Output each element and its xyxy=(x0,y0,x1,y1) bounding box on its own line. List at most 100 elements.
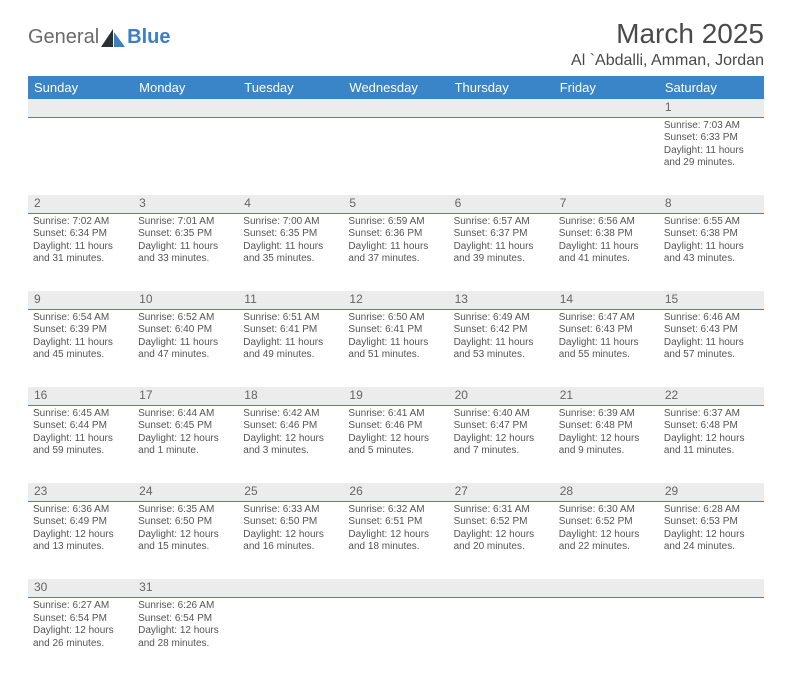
day-cell: Sunrise: 6:30 AMSunset: 6:52 PMDaylight:… xyxy=(554,501,659,579)
sunset-text: Sunset: 6:54 PM xyxy=(33,613,128,626)
day-cell: Sunrise: 6:41 AMSunset: 6:46 PMDaylight:… xyxy=(343,405,448,483)
sunrise-text: Sunrise: 7:00 AM xyxy=(243,216,338,229)
day-number xyxy=(449,99,554,117)
day-cell: Sunrise: 6:45 AMSunset: 6:44 PMDaylight:… xyxy=(28,405,133,483)
daylight-text: Daylight: 12 hours xyxy=(33,529,128,542)
daylight-text: Daylight: 12 hours xyxy=(33,625,128,638)
daylight-text: and 49 minutes. xyxy=(243,349,338,362)
day-number: 11 xyxy=(238,291,343,309)
daylight-text: Daylight: 12 hours xyxy=(348,529,443,542)
sunset-text: Sunset: 6:36 PM xyxy=(348,228,443,241)
day-cell: Sunrise: 6:37 AMSunset: 6:48 PMDaylight:… xyxy=(659,405,764,483)
day-number: 12 xyxy=(343,291,448,309)
day-number: 3 xyxy=(133,195,238,213)
sunrise-text: Sunrise: 6:33 AM xyxy=(243,504,338,517)
daylight-text: and 41 minutes. xyxy=(559,253,654,266)
day-cell xyxy=(343,117,448,195)
sunrise-text: Sunrise: 6:28 AM xyxy=(664,504,759,517)
sunrise-text: Sunrise: 6:49 AM xyxy=(454,312,549,325)
sunrise-text: Sunrise: 7:01 AM xyxy=(138,216,233,229)
sunrise-text: Sunrise: 7:03 AM xyxy=(664,120,759,133)
daynum-row: 1 xyxy=(28,99,764,117)
day-cell: Sunrise: 6:28 AMSunset: 6:53 PMDaylight:… xyxy=(659,501,764,579)
weekday-header: Sunday xyxy=(28,76,133,99)
sunrise-text: Sunrise: 6:39 AM xyxy=(559,408,654,421)
sunset-text: Sunset: 6:52 PM xyxy=(559,516,654,529)
daylight-text: and 47 minutes. xyxy=(138,349,233,362)
day-number: 17 xyxy=(133,387,238,405)
day-cell: Sunrise: 6:55 AMSunset: 6:38 PMDaylight:… xyxy=(659,213,764,291)
sunrise-text: Sunrise: 6:26 AM xyxy=(138,600,233,613)
day-cell: Sunrise: 6:54 AMSunset: 6:39 PMDaylight:… xyxy=(28,309,133,387)
header: General Blue March 2025 Al `Abdalli, Amm… xyxy=(28,18,764,70)
day-cell: Sunrise: 6:26 AMSunset: 6:54 PMDaylight:… xyxy=(133,598,238,676)
day-cell: Sunrise: 6:49 AMSunset: 6:42 PMDaylight:… xyxy=(449,309,554,387)
sunset-text: Sunset: 6:50 PM xyxy=(243,516,338,529)
sunset-text: Sunset: 6:49 PM xyxy=(33,516,128,529)
daylight-text: Daylight: 11 hours xyxy=(348,241,443,254)
day-cell xyxy=(554,598,659,676)
day-number: 29 xyxy=(659,483,764,501)
day-number xyxy=(238,579,343,597)
sunset-text: Sunset: 6:33 PM xyxy=(664,132,759,145)
sunrise-text: Sunrise: 6:52 AM xyxy=(138,312,233,325)
daylight-text: and 9 minutes. xyxy=(559,445,654,458)
daylight-text: Daylight: 12 hours xyxy=(454,433,549,446)
day-number: 7 xyxy=(554,195,659,213)
daylight-text: and 43 minutes. xyxy=(664,253,759,266)
daynum-row: 9101112131415 xyxy=(28,291,764,309)
day-number xyxy=(343,99,448,117)
daylight-text: Daylight: 12 hours xyxy=(664,529,759,542)
sunrise-text: Sunrise: 6:54 AM xyxy=(33,312,128,325)
sunrise-text: Sunrise: 6:36 AM xyxy=(33,504,128,517)
sunset-text: Sunset: 6:38 PM xyxy=(664,228,759,241)
day-cell xyxy=(28,117,133,195)
day-cell: Sunrise: 6:27 AMSunset: 6:54 PMDaylight:… xyxy=(28,598,133,676)
weekday-header: Saturday xyxy=(659,76,764,99)
day-cell: Sunrise: 6:32 AMSunset: 6:51 PMDaylight:… xyxy=(343,501,448,579)
day-number: 26 xyxy=(343,483,448,501)
day-number xyxy=(449,579,554,597)
daylight-text: and 20 minutes. xyxy=(454,541,549,554)
sunset-text: Sunset: 6:39 PM xyxy=(33,324,128,337)
sunset-text: Sunset: 6:41 PM xyxy=(243,324,338,337)
title-block: March 2025 Al `Abdalli, Amman, Jordan xyxy=(571,18,764,70)
sunrise-text: Sunrise: 6:57 AM xyxy=(454,216,549,229)
daylight-text: Daylight: 11 hours xyxy=(33,433,128,446)
day-cell: Sunrise: 6:50 AMSunset: 6:41 PMDaylight:… xyxy=(343,309,448,387)
daylight-text: Daylight: 11 hours xyxy=(348,337,443,350)
daylight-text: and 28 minutes. xyxy=(138,638,233,651)
day-number: 14 xyxy=(554,291,659,309)
sunrise-text: Sunrise: 6:50 AM xyxy=(348,312,443,325)
day-number xyxy=(28,99,133,117)
daylight-text: Daylight: 12 hours xyxy=(243,529,338,542)
day-cell xyxy=(449,117,554,195)
day-number: 23 xyxy=(28,483,133,501)
sunset-text: Sunset: 6:35 PM xyxy=(243,228,338,241)
day-number: 8 xyxy=(659,195,764,213)
sunrise-text: Sunrise: 6:47 AM xyxy=(559,312,654,325)
weekday-header: Monday xyxy=(133,76,238,99)
sunrise-text: Sunrise: 6:41 AM xyxy=(348,408,443,421)
day-cell: Sunrise: 6:44 AMSunset: 6:45 PMDaylight:… xyxy=(133,405,238,483)
day-cell: Sunrise: 7:03 AMSunset: 6:33 PMDaylight:… xyxy=(659,117,764,195)
day-number: 21 xyxy=(554,387,659,405)
daylight-text: Daylight: 11 hours xyxy=(33,241,128,254)
day-number: 10 xyxy=(133,291,238,309)
sunrise-text: Sunrise: 6:30 AM xyxy=(559,504,654,517)
daylight-text: and 57 minutes. xyxy=(664,349,759,362)
daylight-text: and 35 minutes. xyxy=(243,253,338,266)
sunrise-text: Sunrise: 6:56 AM xyxy=(559,216,654,229)
day-number: 16 xyxy=(28,387,133,405)
month-title: March 2025 xyxy=(571,18,764,50)
sunset-text: Sunset: 6:46 PM xyxy=(348,420,443,433)
daylight-text: and 37 minutes. xyxy=(348,253,443,266)
sunset-text: Sunset: 6:51 PM xyxy=(348,516,443,529)
day-cell: Sunrise: 6:39 AMSunset: 6:48 PMDaylight:… xyxy=(554,405,659,483)
sunrise-text: Sunrise: 6:32 AM xyxy=(348,504,443,517)
day-cell: Sunrise: 6:36 AMSunset: 6:49 PMDaylight:… xyxy=(28,501,133,579)
day-number xyxy=(554,579,659,597)
daylight-text: and 3 minutes. xyxy=(243,445,338,458)
day-cell: Sunrise: 6:40 AMSunset: 6:47 PMDaylight:… xyxy=(449,405,554,483)
daylight-text: Daylight: 11 hours xyxy=(664,145,759,158)
